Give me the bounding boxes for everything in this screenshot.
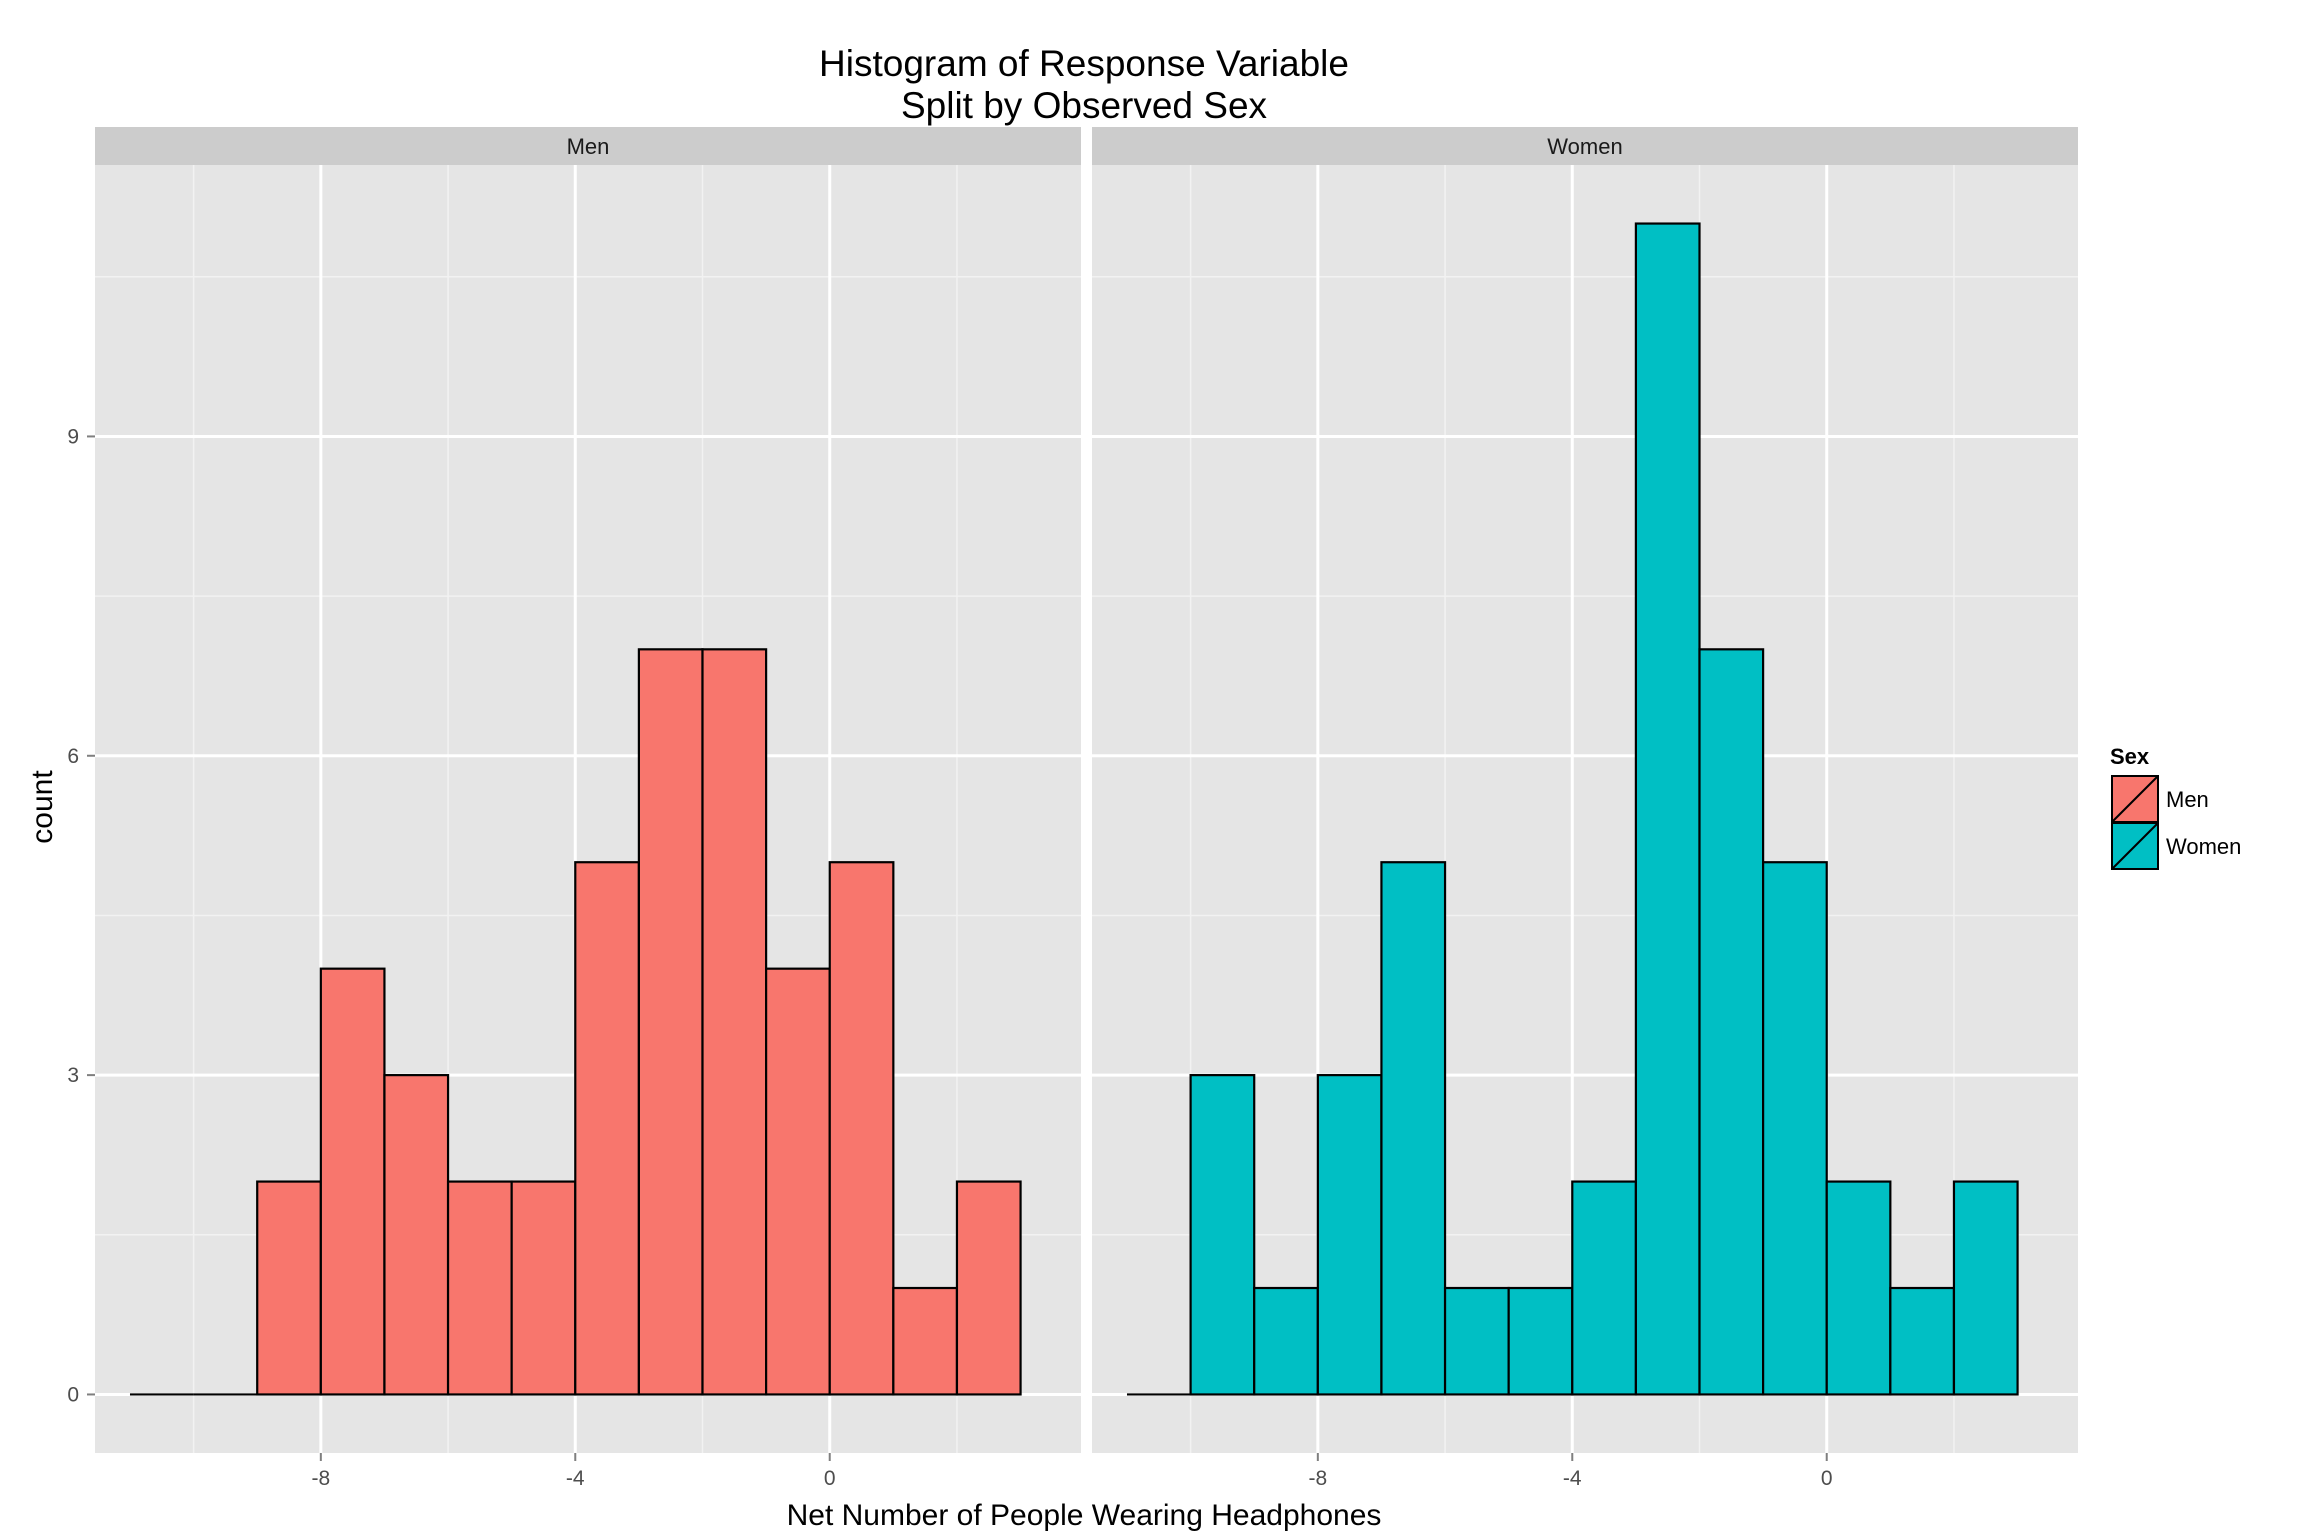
x-axis-title: Net Number of People Wearing Headphones [787,1499,1382,1532]
histogram-bar [1889,1286,1956,1396]
y-axis-title: count [26,770,59,844]
legend-label: Men [2166,787,2209,812]
legend-title: Sex [2110,744,2150,769]
histogram-bar [319,967,386,1396]
histogram-bar [446,1180,513,1396]
histogram-bar [955,1180,1022,1396]
facet-strip [95,127,1081,165]
histogram-bar [256,1180,322,1396]
histogram-bar [1571,1180,1637,1396]
histogram-bar [574,861,640,1396]
legend-swatch-slash [2111,775,2159,823]
y-axis: 0 3 6 9 [67,425,95,1406]
histogram-bar [1825,1180,1892,1396]
chart-title-line-1: Histogram of Response Variable [819,43,1349,84]
y-tick-label: 0 [67,1383,79,1406]
histogram-bar [1698,648,1765,1396]
histogram-bar [892,1286,959,1396]
x-tick-label: -8 [1308,1467,1327,1490]
histogram-bar [510,1180,577,1396]
y-tick-label: 9 [67,425,79,448]
histogram-bar [1952,1180,2019,1396]
chart-title-line-2: Split by Observed Sex [901,85,1268,126]
histogram-bar [1443,1286,1510,1396]
panel-men: Men -8 -4 0 [95,127,1081,1490]
x-tick-label: -4 [1563,1467,1582,1490]
panel-women: Women -8 -4 0 [1092,127,2078,1490]
legend-key-women: Women [2111,822,2241,870]
histogram-bar [1316,1074,1383,1396]
y-tick-label: 6 [67,745,79,768]
histogram-bar [383,1074,450,1396]
histogram-bar [1380,861,1447,1396]
facet-strip [1092,127,2078,165]
legend-keys: Men Women [2111,775,2241,870]
histogram-bar [701,648,768,1396]
facet-strip-label: Men [567,134,610,159]
histogram-bar [828,861,895,1396]
legend-label: Women [2166,834,2241,859]
histogram-bar [1634,222,1701,1396]
legend: Sex Men Women [2110,744,2241,870]
histogram-bar [765,967,831,1396]
y-tick-label: 3 [67,1064,79,1087]
histogram-bar [637,648,704,1396]
legend-swatch-slash [2111,822,2159,870]
x-tick-label: 0 [824,1467,836,1490]
x-tick-label: -4 [566,1467,585,1490]
legend-key-men: Men [2111,775,2209,823]
histogram-bar [1189,1074,1256,1396]
x-tick-label: 0 [1821,1467,1833,1490]
x-tick-label: -8 [311,1467,330,1490]
histogram-bar [1253,1286,1319,1396]
histogram-bar [1507,1286,1574,1396]
histogram-bar [1762,861,1828,1396]
facet-strip-label: Women [1547,134,1622,159]
facet-panels: Men -8 -4 0 Women -8 -4 0 [95,127,2078,1490]
